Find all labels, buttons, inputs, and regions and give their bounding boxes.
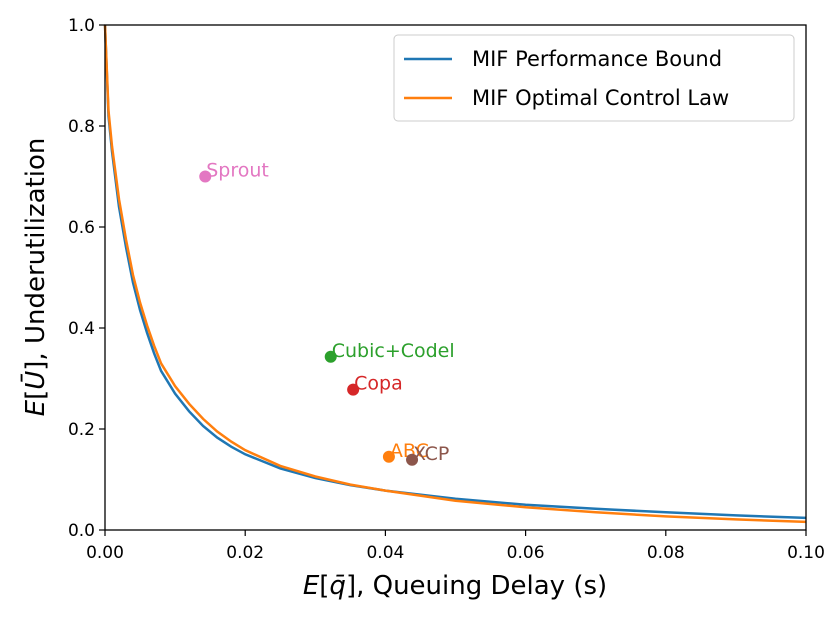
point-abc [382,450,395,463]
x-tick-label: 0.00 [86,543,124,563]
point-cubic-codel [324,350,337,363]
point-sprout [199,170,212,183]
x-axis-title: E[q̄], Queuing Delay (s) [303,571,607,601]
point-label-cubic-codel: Cubic+Codel [332,340,455,362]
y-tick-label: 0.8 [68,117,95,137]
legend-label-optimal-control-law: MIF Optimal Control Law [472,86,729,110]
x-tick-label: 0.04 [366,543,404,563]
y-axis-title: E[Ū], Underutilization [20,138,51,417]
x-tick-label: 0.06 [507,543,545,563]
series-line-mif-performance-bound [103,24,807,520]
legend: MIF Performance Bound MIF Optimal Contro… [393,34,795,122]
legend-label-performance-bound: MIF Performance Bound [472,47,722,71]
point-label-sprout: Sprout [206,160,269,182]
legend-box [393,34,795,122]
series-layer [103,24,807,524]
y-tick-label: 0.2 [68,420,95,440]
y-tick-label: 1.0 [68,16,95,36]
x-tick-label: 0.08 [647,543,685,563]
y-tick-label: 0.6 [68,218,95,238]
y-tick-label: 0.0 [68,521,95,541]
y-tick-label: 0.4 [68,319,95,339]
point-label-xcp: XCP [413,443,449,465]
series-line-mif-optimal-control-law [103,24,807,524]
plot-frame [104,24,807,531]
ticks-layer: 0.00 0.02 0.04 0.06 0.08 0.10 0.0 0.2 0.4 0.6 0.8 1… [68,16,825,563]
x-tick-label: 0.02 [226,543,264,563]
point-copa [347,383,360,396]
point-label-abc: ABC [390,440,429,462]
point-xcp [406,453,419,466]
point-label-copa: Copa [354,373,403,395]
x-tick-label: 0.10 [787,543,825,563]
